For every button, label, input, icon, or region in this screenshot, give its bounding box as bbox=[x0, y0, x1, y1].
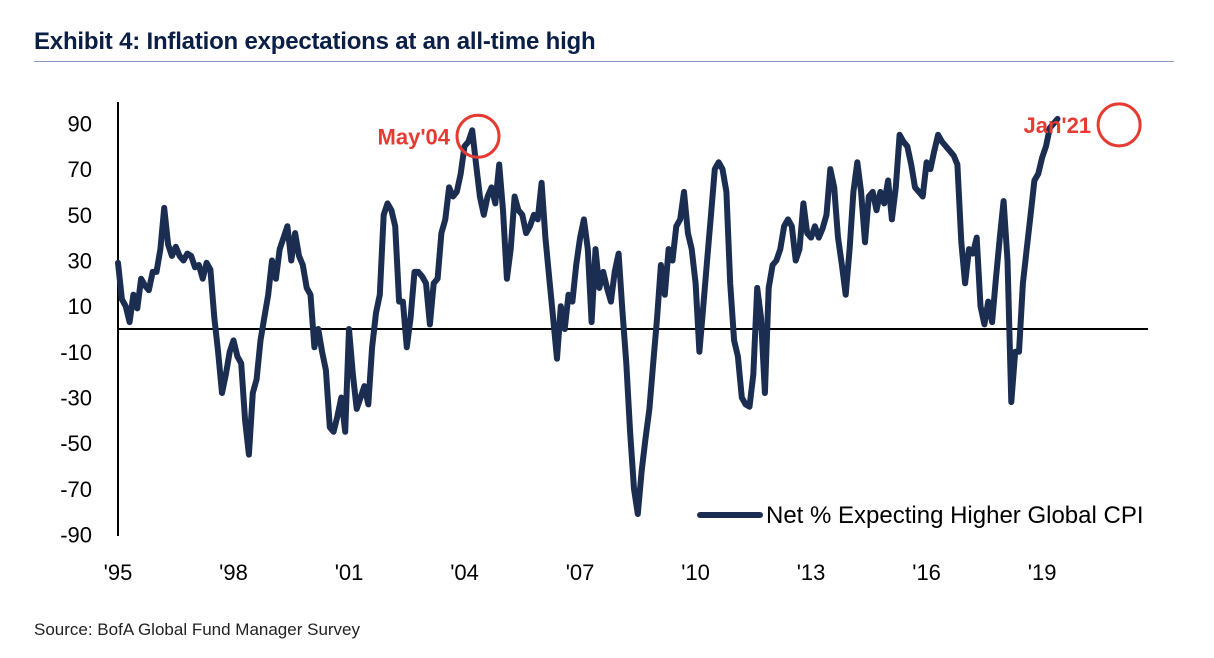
y-tick-label: 50 bbox=[68, 203, 92, 228]
y-tick-label: -70 bbox=[60, 477, 92, 502]
legend-label: Net % Expecting Higher Global CPI bbox=[766, 502, 1144, 529]
chart-title: Exhibit 4: Inflation expectations at an … bbox=[34, 28, 596, 55]
annotation-label: Jan'21 bbox=[1023, 113, 1091, 138]
y-tick-label: -30 bbox=[60, 386, 92, 411]
y-tick-label: -10 bbox=[60, 340, 92, 365]
annotation-label: May'04 bbox=[378, 124, 451, 149]
annotation-circle bbox=[1096, 102, 1142, 148]
y-tick-label: -50 bbox=[60, 431, 92, 456]
x-tick-label: '04 bbox=[450, 560, 479, 585]
x-tick-label: '16 bbox=[912, 560, 941, 585]
annotations: May'04 Jan'21 bbox=[378, 102, 1142, 159]
x-tick-label: '01 bbox=[335, 560, 364, 585]
y-tick-label: -90 bbox=[60, 523, 92, 548]
x-tick-label: '98 bbox=[219, 560, 248, 585]
y-tick-label: 90 bbox=[68, 111, 92, 136]
series-line bbox=[115, 115, 1061, 517]
annotation-circle bbox=[455, 113, 501, 159]
x-tick-label: '10 bbox=[681, 560, 710, 585]
title-divider bbox=[34, 61, 1174, 62]
x-tick-label: '13 bbox=[797, 560, 826, 585]
y-tick-label: 10 bbox=[68, 294, 92, 319]
x-tick-label: '19 bbox=[1028, 560, 1057, 585]
y-tick-labels: 90 70 50 30 10 -10 -30 -50 -70 -90 bbox=[60, 111, 92, 547]
x-tick-label: '07 bbox=[566, 560, 595, 585]
y-tick-label: 30 bbox=[68, 248, 92, 273]
source-note: Source: BofA Global Fund Manager Survey bbox=[34, 620, 361, 639]
x-tick-label: '95 bbox=[104, 560, 133, 585]
y-tick-label: 70 bbox=[68, 157, 92, 182]
x-tick-labels: '95 '98 '01 '04 '07 '10 '13 '16 '19 bbox=[104, 560, 1057, 585]
